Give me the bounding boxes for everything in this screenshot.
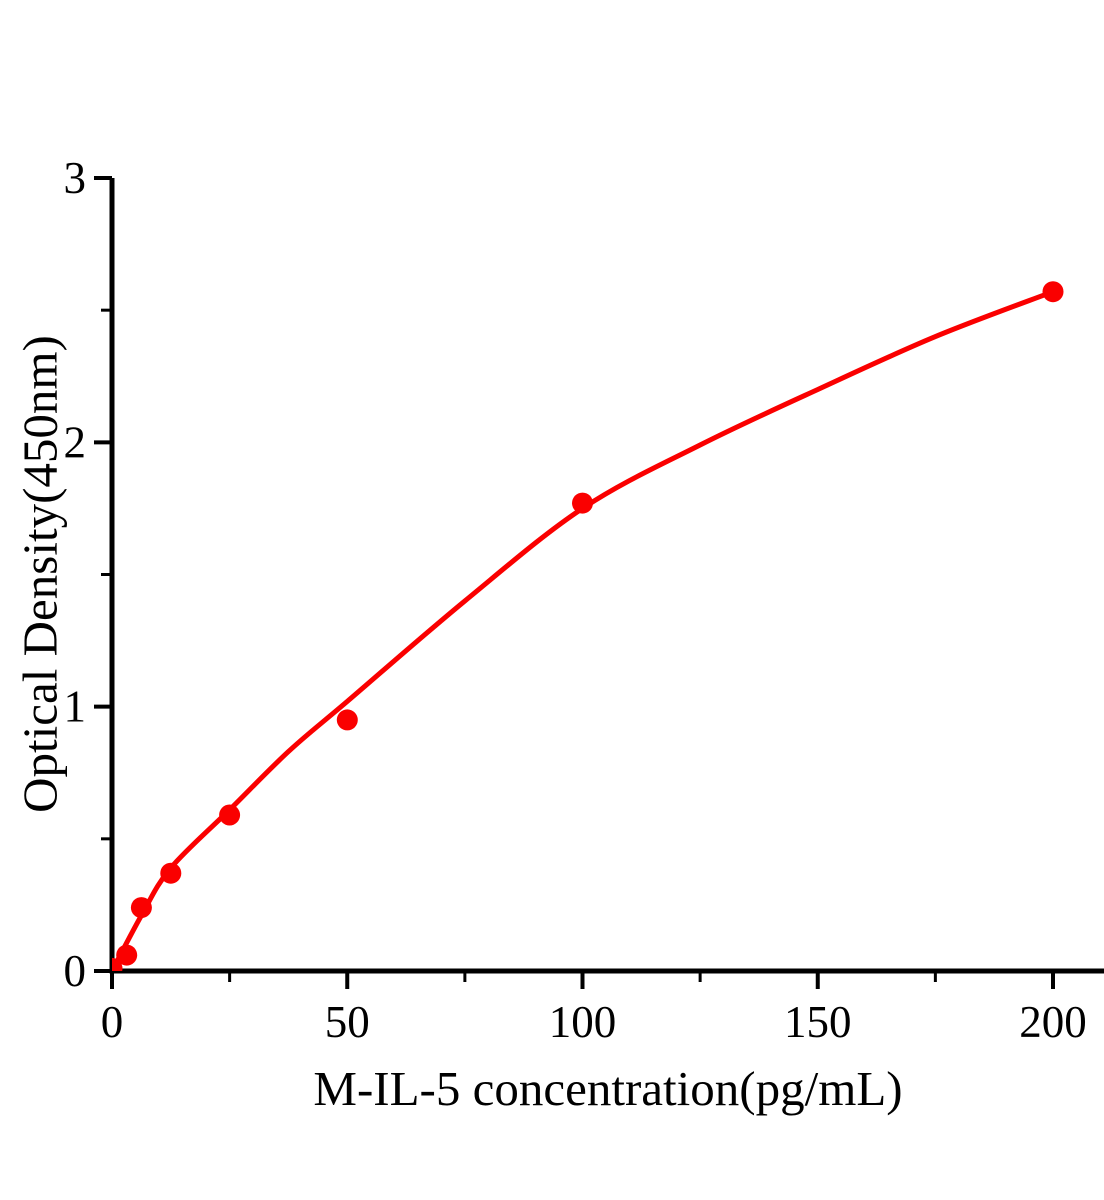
data-point-25pg	[219, 804, 241, 826]
data-point-50pg	[336, 709, 358, 731]
y-tick-label-3: 3	[64, 153, 87, 203]
x-tick-label-50: 50	[325, 997, 370, 1047]
x-tick-label-150: 150	[784, 997, 852, 1047]
x-axis-title: M-IL-5 concentration(pg/mL)	[313, 1061, 903, 1116]
x-tick-label-200: 200	[1019, 997, 1087, 1047]
y-tick-label-1: 1	[64, 682, 87, 732]
y-axis-title: Optical Density(450nm)	[12, 335, 68, 813]
x-tick-label-100: 100	[549, 997, 617, 1047]
y-tick-label-2: 2	[64, 417, 87, 467]
x-tick-label-0: 0	[101, 997, 124, 1047]
y-tick-label-0: 0	[64, 946, 87, 996]
fitted-curve	[112, 289, 1056, 971]
data-point-100pg	[572, 492, 593, 514]
